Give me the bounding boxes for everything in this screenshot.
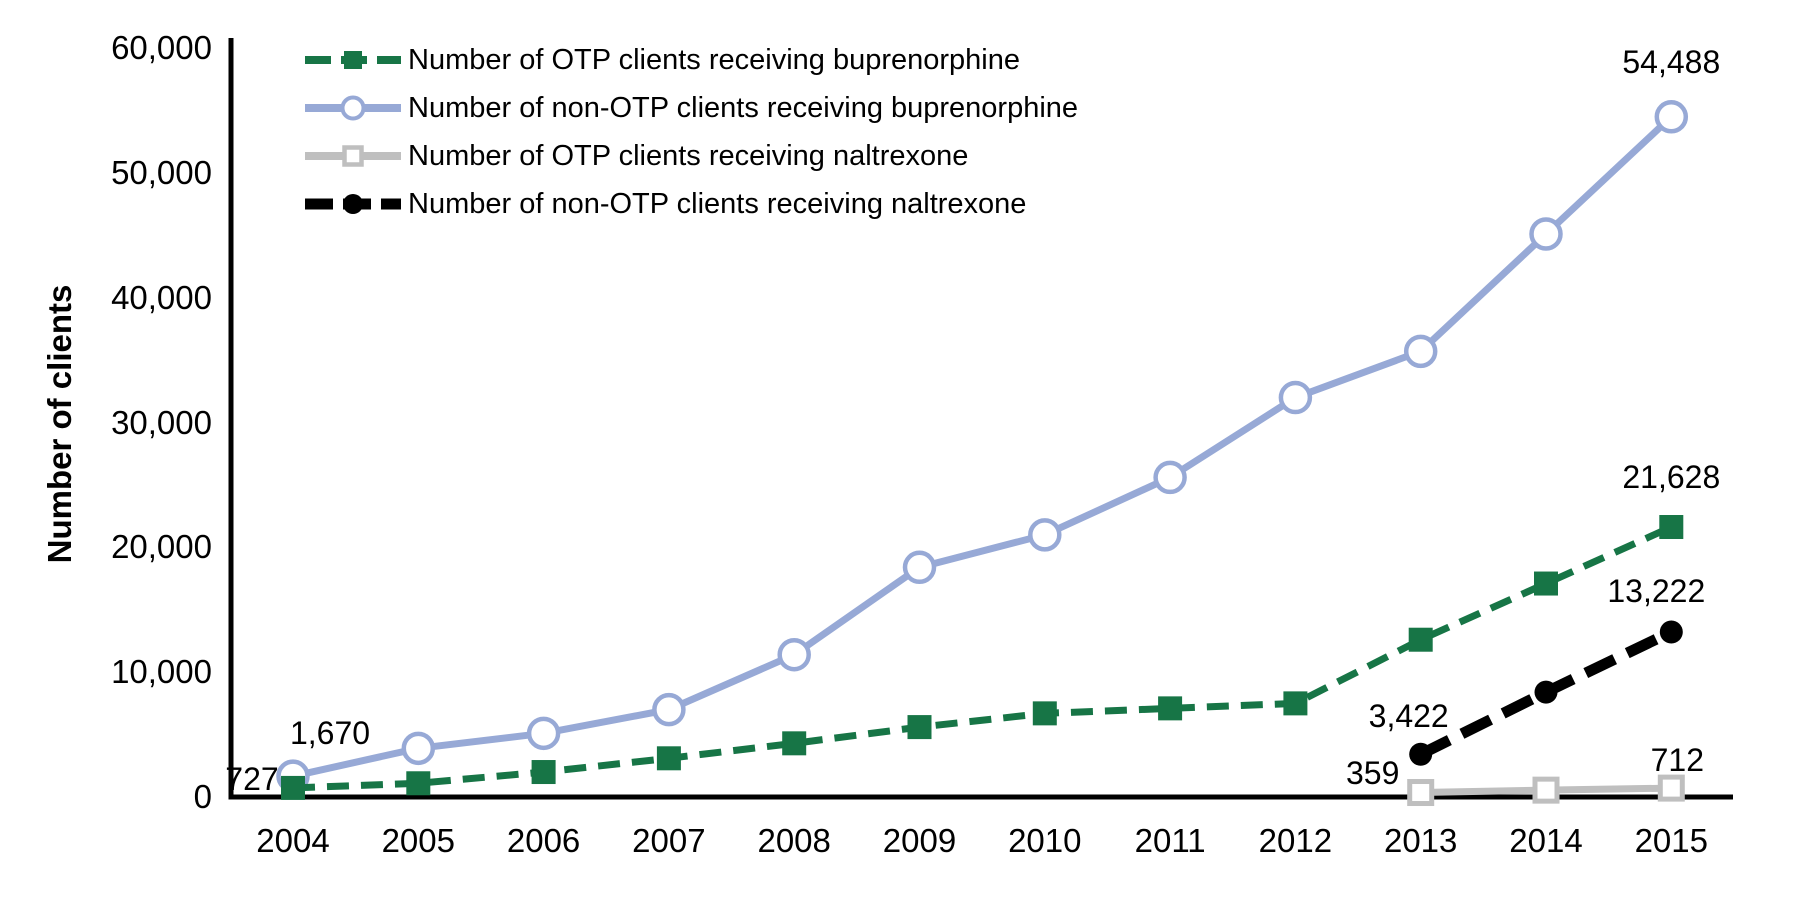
legend-item-otp-buprenorphine: Number of OTP clients receiving buprenor… [303, 41, 1078, 78]
data-point-label: 3,422 [1368, 698, 1449, 735]
data-point-label: 727 [225, 760, 279, 797]
data-point-marker [902, 550, 937, 585]
x-tick-label: 2008 [757, 822, 831, 859]
x-tick-label: 2010 [1008, 822, 1082, 859]
data-point-marker [782, 731, 807, 756]
data-point-marker [1534, 680, 1558, 704]
data-point-marker [342, 144, 364, 167]
x-tick-label: 2011 [1134, 822, 1206, 859]
data-point-label: 359 [1345, 754, 1400, 791]
data-point-marker [1408, 627, 1433, 652]
y-tick-label: 60,000 [111, 29, 212, 66]
axis-lines [228, 38, 1733, 800]
y-tick-label: 0 [193, 778, 212, 815]
y-tick-label: 10,000 [111, 653, 212, 691]
x-tick-label: 2004 [256, 822, 330, 859]
data-point-marker [1534, 571, 1558, 596]
legend-label: Number of non-OTP clients receiving bupr… [408, 91, 1079, 124]
legend-item-non-otp-naltrexone: Number of non-OTP clients receiving nalt… [303, 185, 1078, 222]
y-tick-label: 30,000 [111, 403, 212, 441]
data-point-marker [1407, 779, 1435, 807]
x-tick-label: 2005 [381, 822, 455, 859]
series-otp-naltrexone [1407, 774, 1685, 807]
green-dashed-square-marker-icon [305, 50, 401, 69]
data-point-label: 54,488 [1622, 43, 1721, 80]
legend-label: Number of non-OTP clients receiving nalt… [408, 187, 1027, 220]
data-point-marker [1659, 620, 1683, 644]
data-point-marker [1659, 515, 1684, 540]
legend: Number of OTP clients receiving buprenor… [303, 41, 1078, 233]
data-point-marker [406, 771, 431, 796]
y-tick-label: 20,000 [111, 528, 212, 566]
data-point-marker [531, 760, 556, 785]
data-point-marker [1654, 100, 1689, 134]
x-tick-label: 2012 [1258, 822, 1333, 859]
data-point-marker [281, 775, 305, 800]
legend-item-non-otp-buprenorphine: Number of non-OTP clients receiving bupr… [303, 89, 1078, 126]
x-tick-label: 2013 [1383, 822, 1458, 859]
data-point-label: 712 [1650, 742, 1704, 779]
data-point-marker [1409, 742, 1433, 766]
data-point-marker [401, 731, 436, 766]
data-point-marker [526, 716, 561, 751]
x-tick-label: 2015 [1634, 822, 1708, 859]
data-point-label: 13,222 [1607, 572, 1706, 609]
data-point-marker [1529, 217, 1563, 251]
data-point-marker [777, 637, 811, 672]
data-point-marker [340, 95, 366, 120]
data-point-marker [1403, 334, 1438, 369]
y-tick-label: 50,000 [111, 153, 212, 191]
data-point-marker [1158, 696, 1183, 721]
blue-line-open-circle-marker-icon [305, 95, 401, 120]
data-point-marker [1028, 518, 1062, 552]
legend-label: Number of OTP clients receiving buprenor… [408, 43, 1021, 76]
data-point-marker [1283, 691, 1308, 716]
series-line [292, 114, 1674, 780]
legend-item-otp-naltrexone: Number of OTP clients receiving naltrexo… [303, 137, 1078, 174]
series-non-otp-naltrexone [1409, 620, 1683, 766]
x-tick-label: 2014 [1509, 822, 1583, 859]
data-point-marker [1532, 776, 1560, 804]
data-point-marker [1278, 380, 1313, 415]
data-point-marker [344, 50, 362, 69]
series-non-otp-buprenorphine [276, 100, 1689, 793]
x-tick-label: 2007 [632, 822, 706, 859]
series-otp-buprenorphine [281, 515, 1684, 800]
data-point-label: 21,628 [1622, 459, 1721, 495]
y-tick-label: 40,000 [111, 278, 212, 316]
data-point-marker [652, 692, 686, 727]
data-point-label: 1,670 [289, 715, 371, 752]
data-point-marker [343, 193, 363, 214]
black-dashed-filled-circle-marker-icon [305, 193, 401, 214]
x-tick-label: 2006 [506, 822, 581, 859]
data-point-marker [1153, 460, 1187, 495]
x-tick-label: 2009 [882, 822, 957, 859]
data-point-marker [1657, 774, 1685, 802]
data-point-marker [907, 715, 932, 740]
legend-label: Number of OTP clients receiving naltrexo… [408, 139, 969, 172]
series-line [292, 523, 1673, 792]
data-point-marker [1032, 701, 1057, 726]
gray-line-open-square-marker-icon [305, 144, 401, 167]
data-point-marker [656, 746, 681, 771]
